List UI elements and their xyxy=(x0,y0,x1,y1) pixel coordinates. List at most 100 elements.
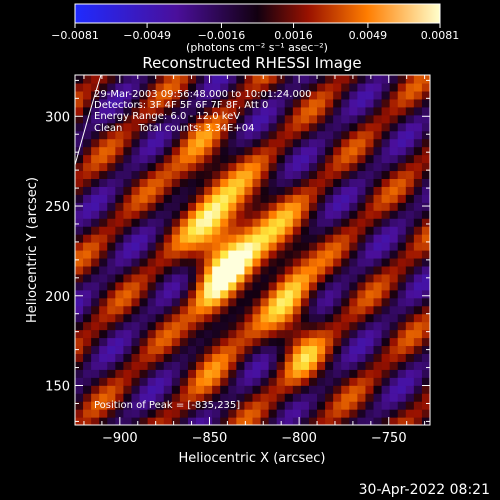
heatmap-cell xyxy=(365,234,375,243)
heatmap-cell xyxy=(163,321,173,331)
heatmap-cell xyxy=(252,90,262,100)
heatmap-cell xyxy=(107,329,116,339)
heatmap-cell xyxy=(155,75,165,84)
heatmap-cell xyxy=(317,90,326,100)
heatmap-cell xyxy=(91,401,100,410)
heatmap-cell xyxy=(204,138,213,148)
heatmap-cell xyxy=(83,329,92,339)
heatmap-cell xyxy=(147,154,157,164)
heatmap-cell xyxy=(236,313,246,323)
heatmap-cell xyxy=(212,361,221,370)
heatmap-cell xyxy=(252,194,262,203)
heatmap-cell xyxy=(292,329,302,339)
heatmap-cell xyxy=(147,210,157,219)
heatmap-cell xyxy=(147,242,157,251)
heatmap-cell xyxy=(115,329,125,339)
heatmap-cell xyxy=(171,337,181,347)
heatmap-cell xyxy=(99,329,108,339)
heatmap-cell xyxy=(260,401,270,410)
heatmap-cell xyxy=(179,369,189,378)
heatmap-cell xyxy=(83,82,92,92)
heatmap-cell xyxy=(405,106,415,116)
heatmap-cell xyxy=(349,281,358,291)
heatmap-cell xyxy=(236,210,246,219)
heatmap-cell xyxy=(317,138,326,148)
heatmap-cell xyxy=(341,257,350,267)
heatmap-cell xyxy=(276,146,286,156)
heatmap-cell xyxy=(292,226,302,235)
heatmap-cell xyxy=(147,178,157,187)
heatmap-cell xyxy=(123,154,133,164)
heatmap-cell xyxy=(99,377,108,386)
heatmap-cell xyxy=(397,369,407,378)
heatmap-cell xyxy=(220,313,229,323)
heatmap-cell xyxy=(163,281,173,291)
heatmap-cell xyxy=(421,98,430,108)
x-tick-label: −900 xyxy=(102,431,138,446)
heatmap-cell xyxy=(163,106,173,116)
heatmap-cell xyxy=(171,218,181,227)
heatmap-cell xyxy=(260,138,270,148)
heatmap-cell xyxy=(83,170,92,179)
heatmap-cell xyxy=(196,377,205,386)
heatmap-cell xyxy=(317,122,326,132)
heatmap-cell xyxy=(276,202,286,211)
heatmap-cell xyxy=(228,234,237,243)
heatmap-cell xyxy=(155,194,165,203)
heatmap-cell xyxy=(405,210,415,219)
heatmap-cell xyxy=(405,361,415,370)
heatmap-cell xyxy=(349,385,358,394)
heatmap-cell xyxy=(333,257,342,267)
heatmap-cell xyxy=(405,281,415,291)
heatmap-cell xyxy=(171,122,181,132)
heatmap-cell xyxy=(260,265,270,275)
heatmap-cell xyxy=(300,178,310,187)
heatmap-cell xyxy=(220,417,229,425)
heatmap-cell xyxy=(308,305,318,315)
heatmap-cell xyxy=(381,361,391,370)
heatmap-cell xyxy=(179,75,189,84)
heatmap-cell xyxy=(284,273,294,283)
heatmap-cell xyxy=(131,234,141,243)
chart-title: Reconstructed RHESSI Image xyxy=(142,54,361,72)
heatmap-cell xyxy=(373,361,383,370)
heatmap-cell xyxy=(228,345,237,354)
heatmap-cell xyxy=(212,401,221,410)
heatmap-cell xyxy=(75,337,84,347)
heatmap-cell xyxy=(349,329,358,339)
heatmap-cell xyxy=(349,90,358,100)
heatmap-cell xyxy=(260,82,270,92)
heatmap-cell xyxy=(373,345,383,354)
y-axis-label: Heliocentric Y (arcsec) xyxy=(25,177,40,323)
heatmap-cell xyxy=(276,210,286,219)
heatmap-cell xyxy=(325,329,334,339)
heatmap-cell xyxy=(139,369,149,378)
heatmap-cell xyxy=(325,345,334,354)
heatmap-cell xyxy=(131,377,141,386)
heatmap-cell xyxy=(252,353,262,362)
heatmap-cell xyxy=(163,273,173,283)
heatmap-cell xyxy=(389,337,399,347)
heatmap-cell xyxy=(147,226,157,235)
heatmap-cell xyxy=(405,409,415,418)
heatmap-cell xyxy=(308,194,318,203)
heatmap-cell xyxy=(204,234,213,243)
heatmap-cell xyxy=(413,114,423,124)
heatmap-cell xyxy=(75,250,84,259)
heatmap-cell xyxy=(163,297,173,307)
heatmap-cell xyxy=(244,194,254,203)
heatmap-cell xyxy=(99,321,108,331)
heatmap-cell xyxy=(139,353,149,362)
heatmap-cell xyxy=(308,297,318,307)
heatmap-cell xyxy=(91,393,100,402)
heatmap-cell xyxy=(389,194,399,203)
heatmap-cell xyxy=(252,178,262,187)
heatmap-cell xyxy=(187,305,197,315)
heatmap-cell xyxy=(284,154,294,164)
heatmap-cell xyxy=(300,329,310,339)
heatmap-cell xyxy=(163,257,173,267)
heatmap-cell xyxy=(365,377,375,386)
heatmap-cell xyxy=(99,409,108,418)
heatmap-cell xyxy=(397,242,407,251)
heatmap-cell xyxy=(75,377,84,386)
